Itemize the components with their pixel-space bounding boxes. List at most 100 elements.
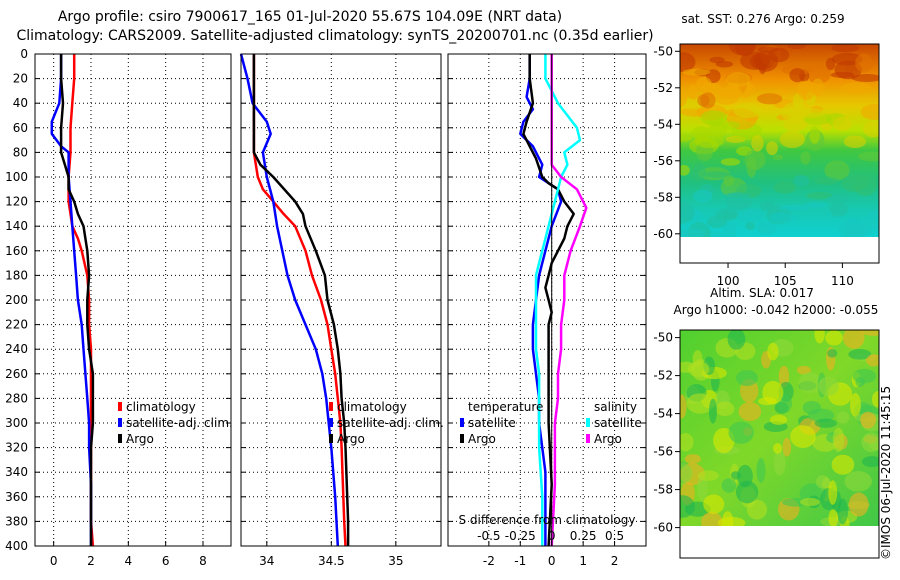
sst-map-texture <box>680 44 879 237</box>
x-tick-label: 34 <box>259 554 274 568</box>
depth-tick-label: 60 <box>13 121 28 135</box>
sla-texture-blob <box>680 495 695 518</box>
sst-texture-blob <box>778 204 809 211</box>
credit-text: ©IMOS 06-Jul-2020 11:45:15 <box>879 386 893 560</box>
sla-texture-blob <box>825 330 843 346</box>
sst-texture-blob <box>805 201 828 209</box>
sst-texture-blob <box>806 63 831 84</box>
sst-map <box>679 43 880 264</box>
map-y-tick-label: -58 <box>653 483 673 497</box>
sla-map-texture <box>680 330 879 526</box>
temperature-panel: 0 2 4 6 8 <box>34 53 232 568</box>
depth-tick-label: 180 <box>5 268 28 282</box>
sla-texture-blob <box>818 376 839 396</box>
sst-texture-blob <box>814 176 839 185</box>
sst-texture-blob <box>831 44 860 53</box>
legend-label-satellite: satellite-adj. clim. <box>126 416 233 430</box>
sla-texture-blob <box>814 330 825 344</box>
sst-texture-blob <box>843 218 868 236</box>
sst-texture-blob <box>687 83 699 100</box>
s-tick-label: -0.5 <box>477 529 500 543</box>
depth-tick-label: 80 <box>13 145 28 159</box>
sst-texture-blob <box>781 102 808 123</box>
sst-texture-blob <box>793 175 810 187</box>
s-tick-label: 0 <box>548 529 556 543</box>
map-y-tick-label: -56 <box>653 154 673 168</box>
sst-texture-blob <box>680 164 690 176</box>
sla-texture-blob <box>790 425 816 448</box>
sla-texture-blob <box>842 330 865 349</box>
legend-label-climatology: climatology <box>337 400 407 414</box>
series-line-argo <box>252 54 350 546</box>
x-tick-label: 1 <box>579 554 587 568</box>
legend-label-temp-satellite: satellite <box>468 416 516 430</box>
salinity-panel: 34 34.5 35 <box>239 53 442 568</box>
sst-texture-blob <box>719 86 743 99</box>
depth-tick-label: 320 <box>5 441 28 455</box>
sst-map-frame <box>679 43 880 264</box>
sla-texture-blob <box>687 361 710 378</box>
depth-axis: 0 20 40 60 80 100 120 140 160 180 200 220 240 260 280 3… <box>5 47 28 553</box>
sla-texture-blob <box>782 437 792 457</box>
sst-texture-blob <box>757 46 779 53</box>
sst-texture-blob <box>857 151 879 162</box>
sst-texture-blob <box>843 135 866 149</box>
series-line-salinity-satellite <box>534 54 582 546</box>
salinity-legend: climatology satellite-adj. clim. Argo <box>329 400 444 446</box>
map-y-tick-label: -54 <box>653 407 673 421</box>
series-line-argo <box>59 54 95 546</box>
x-tick-label: 8 <box>199 554 207 568</box>
sst-texture-blob <box>853 174 877 196</box>
sla-texture-blob <box>798 372 822 394</box>
sst-texture-blob <box>809 126 820 144</box>
s-tick-label: 0.5 <box>605 529 624 543</box>
map-y-tick-label: -60 <box>653 227 673 241</box>
sst-texture-blob <box>693 189 713 203</box>
sla-texture-blob <box>800 497 820 507</box>
depth-tick-label: 100 <box>5 170 28 184</box>
legend-label-argo: Argo <box>126 432 154 446</box>
sla-texture-blob <box>728 421 754 444</box>
sla-map-label: Altim. SLA: 0.017 <box>710 286 814 300</box>
sla-texture-blob <box>799 483 827 504</box>
sst-texture-blob <box>860 103 879 120</box>
legend-swatch-satellite <box>329 418 333 427</box>
s-tick-label: 0.25 <box>570 529 597 543</box>
legend-swatch-climatology <box>329 402 333 411</box>
legend-swatch-argo <box>329 434 333 443</box>
sla-texture-blob <box>762 380 784 405</box>
sst-texture-blob <box>722 212 737 219</box>
sst-texture-blob <box>721 121 740 130</box>
sst-texture-blob <box>841 82 872 95</box>
sla-texture-blob <box>708 398 717 424</box>
sst-texture-blob <box>694 133 725 148</box>
sla-texture-blob <box>827 349 838 358</box>
x-tick-label: 0 <box>548 554 556 568</box>
sla-texture-blob <box>836 411 850 424</box>
depth-tick-label: 380 <box>5 514 28 528</box>
sst-texture-blob <box>862 120 879 138</box>
depth-tick-label: 280 <box>5 391 28 405</box>
sst-texture-blob <box>865 210 879 231</box>
sst-texture-blob <box>855 53 873 73</box>
sst-texture-blob <box>773 181 797 194</box>
sst-texture-blob <box>773 89 790 96</box>
sla-texture-blob <box>735 480 759 504</box>
sla-texture-blob <box>860 411 877 429</box>
sla-texture-blob <box>736 370 758 386</box>
sla-map-axes: -50 -52 -54 -56 -58 -60 <box>653 331 680 535</box>
plot-frame <box>34 53 232 547</box>
sst-texture-blob <box>833 116 853 131</box>
sst-texture-blob <box>826 194 851 203</box>
legend-label-satellite: satellite-adj. clim. <box>337 416 444 430</box>
sla-texture-blob <box>738 401 762 422</box>
depth-tick-label: 20 <box>13 72 28 86</box>
sst-texture-blob <box>680 85 688 107</box>
sst-texture-blob <box>680 52 696 73</box>
sla-texture-blob <box>861 432 879 453</box>
sst-texture-blob <box>756 93 783 105</box>
sla-texture-blob <box>686 393 714 414</box>
sla-texture-blob <box>715 401 735 417</box>
map-y-tick-label: -54 <box>653 117 673 131</box>
sla-texture-blob <box>837 498 849 525</box>
